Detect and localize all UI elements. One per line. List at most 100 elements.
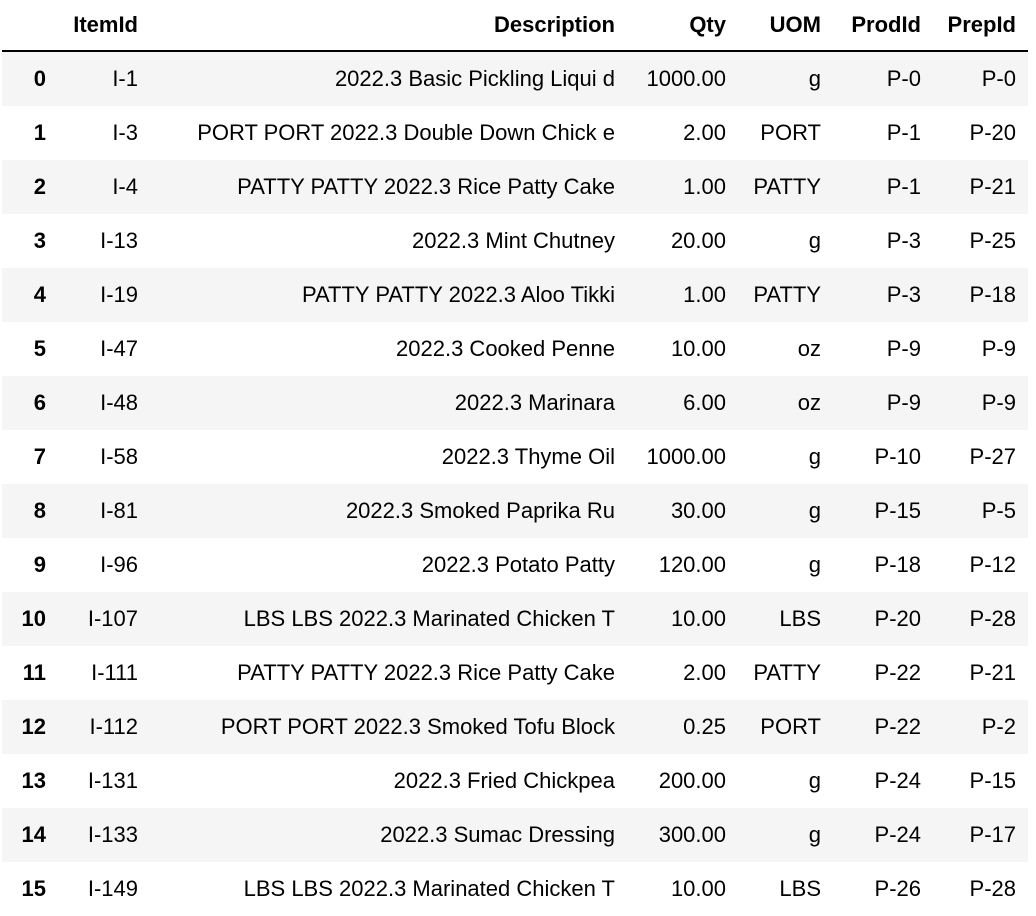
qty-cell: 1.00 [683,174,726,199]
uom-cell: oz [797,336,821,361]
uom-cell: PATTY [753,660,821,685]
uom-cell: g [808,498,821,523]
row-index: 6 [33,390,46,415]
itemid-cell: I-131 [87,768,138,793]
table-header: ItemId Description Qty UOM ProdId PrepId [2,0,1028,52]
column-header-qty: Qty [627,0,738,52]
description-cell: 2022.3 Marinara [454,390,615,415]
uom-cell: g [808,552,821,577]
prodid-cell: P-0 [886,66,921,91]
prepid-cell: P-15 [969,768,1016,793]
uom-cell: g [808,444,821,469]
description-cell: 2022.3 Cooked Penne [396,336,615,361]
description-cell: PATTY PATTY 2022.3 Rice Patty Cake [237,174,615,199]
uom-cell: g [808,66,821,91]
table-row: 9 I-96 2022.3 Potato Patty 120.00 g P-18 P-12 [2,538,1028,592]
table-row: 14 I-133 2022.3 Sumac Dressing 300.00 g P-24 P… [2,808,1028,862]
qty-cell: 1000.00 [646,66,726,91]
description-cell: 2022.3 Smoked Paprika Ru [345,498,615,523]
qty-cell: 2.00 [683,660,726,685]
itemid-cell: I-19 [100,282,138,307]
row-index: 1 [33,120,46,145]
uom-cell: PORT [760,714,821,739]
column-header-description: Description [150,0,627,52]
qty-cell: 120.00 [658,552,726,577]
description-cell: PATTY PATTY 2022.3 Rice Patty Cake [237,660,615,685]
table-row: 2 I-4 PATTY PATTY 2022.3 Rice Patty Cake 1.… [2,160,1028,214]
description-cell: PORT PORT 2022.3 Double Down Chick e [197,120,615,145]
uom-cell: PATTY [753,282,821,307]
column-header-index [2,0,58,52]
description-cell: 2022.3 Sumac Dressing [380,822,615,847]
row-index: 11 [22,660,46,685]
header-row: ItemId Description Qty UOM ProdId PrepId [2,0,1028,52]
prepid-cell: P-5 [981,498,1016,523]
uom-cell: LBS [779,876,821,901]
prepid-cell: P-9 [981,336,1016,361]
description-cell: PATTY PATTY 2022.3 Aloo Tikki [301,282,615,307]
prodid-cell: P-1 [886,174,921,199]
qty-cell: 10.00 [670,876,726,901]
prepid-cell: P-27 [969,444,1016,469]
table-row: 11 I-111 PATTY PATTY 2022.3 Rice Patty Cak… [2,646,1028,700]
prepid-cell: P-12 [969,552,1016,577]
table-row: 10 I-107 LBS LBS 2022.3 Marinated Chicken … [2,592,1028,646]
row-index: 2 [33,174,46,199]
qty-cell: 6.00 [683,390,726,415]
qty-cell: 10.00 [670,606,726,631]
row-index: 14 [21,822,46,847]
table-row: 8 I-81 2022.3 Smoked Paprika Ru 30.00 g P-15 P… [2,484,1028,538]
prodid-cell: P-9 [886,336,921,361]
qty-cell: 10.00 [670,336,726,361]
prodid-cell: P-9 [886,390,921,415]
prepid-cell: P-0 [981,66,1016,91]
qty-cell: 2.00 [683,120,726,145]
description-cell: LBS LBS 2022.3 Marinated Chicken T [243,606,615,631]
row-index: 10 [21,606,46,631]
qty-cell: 30.00 [670,498,726,523]
itemid-cell: I-133 [87,822,138,847]
uom-cell: LBS [779,606,821,631]
prodid-cell: P-20 [874,606,921,631]
prodid-cell: P-15 [874,498,921,523]
prodid-cell: P-22 [874,660,921,685]
prodid-cell: P-18 [874,552,921,577]
prepid-cell: P-18 [969,282,1016,307]
table-row: 7 I-58 2022.3 Thyme Oil 1000.00 g P-10 P-27 [2,430,1028,484]
uom-cell: g [808,768,821,793]
itemid-cell: I-112 [89,714,138,739]
qty-cell: 0.25 [683,714,726,739]
prepid-cell: P-21 [969,660,1016,685]
row-index: 13 [21,768,46,793]
uom-cell: g [808,228,821,253]
row-index: 15 [21,876,46,901]
prodid-cell: P-3 [886,228,921,253]
itemid-cell: I-81 [100,498,138,523]
itemid-cell: I-4 [112,174,138,199]
itemid-cell: I-58 [100,444,138,469]
qty-cell: 300.00 [658,822,726,847]
prodid-cell: P-26 [874,876,921,901]
row-index: 8 [33,498,46,523]
table-row: 13 I-131 2022.3 Fried Chickpea 200.00 g P-24 P… [2,754,1028,808]
description-cell: 2022.3 Thyme Oil [441,444,615,469]
description-cell: 2022.3 Basic Pickling Liqui d [334,66,615,91]
qty-cell: 1.00 [683,282,726,307]
row-index: 9 [33,552,46,577]
row-index: 7 [33,444,46,469]
uom-cell: oz [797,390,821,415]
prodid-cell: P-24 [874,822,921,847]
description-cell: PORT PORT 2022.3 Smoked Tofu Block [220,714,615,739]
column-header-uom: UOM [738,0,833,52]
prepid-cell: P-20 [969,120,1016,145]
description-cell: LBS LBS 2022.3 Marinated Chicken T [243,876,615,901]
description-cell: 2022.3 Fried Chickpea [393,768,615,793]
prepid-cell: P-21 [969,174,1016,199]
table-row: 1 I-3 PORT PORT 2022.3 Double Down Chick e… [2,106,1028,160]
table-row: 15 I-149 LBS LBS 2022.3 Marinated Chicken … [2,862,1028,916]
itemid-cell: I-107 [87,606,138,631]
itemid-cell: I-111 [91,660,138,685]
description-cell: 2022.3 Potato Patty [421,552,615,577]
column-header-prodid: ProdId [833,0,933,52]
table-row: 12 I-112 PORT PORT 2022.3 Smoked Tofu Bloc… [2,700,1028,754]
